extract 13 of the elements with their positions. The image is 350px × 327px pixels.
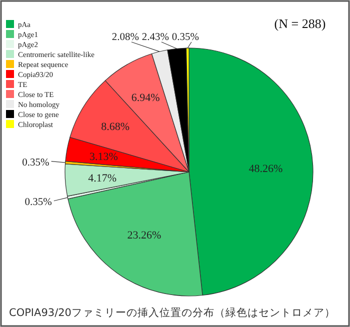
data-label: 0.35% [24,196,52,208]
data-label: 3.13% [89,150,118,163]
data-label: 48.26% [248,162,283,175]
data-label: 2.43% [142,32,170,43]
text: COPIA93/20ファミリーの挿入位置の分布（緑色はセントロメア） [9,306,336,319]
data-label: 23.26% [127,230,162,242]
data-label: 2.08% [112,32,140,43]
data-label: 6.94% [131,92,160,104]
data-label: 0.35% [22,157,50,168]
text: (N = 288) [274,16,326,31]
data-label: 4.17% [88,172,117,185]
data-label: 0.35% [172,32,200,43]
data-label: 8.68% [101,121,130,134]
